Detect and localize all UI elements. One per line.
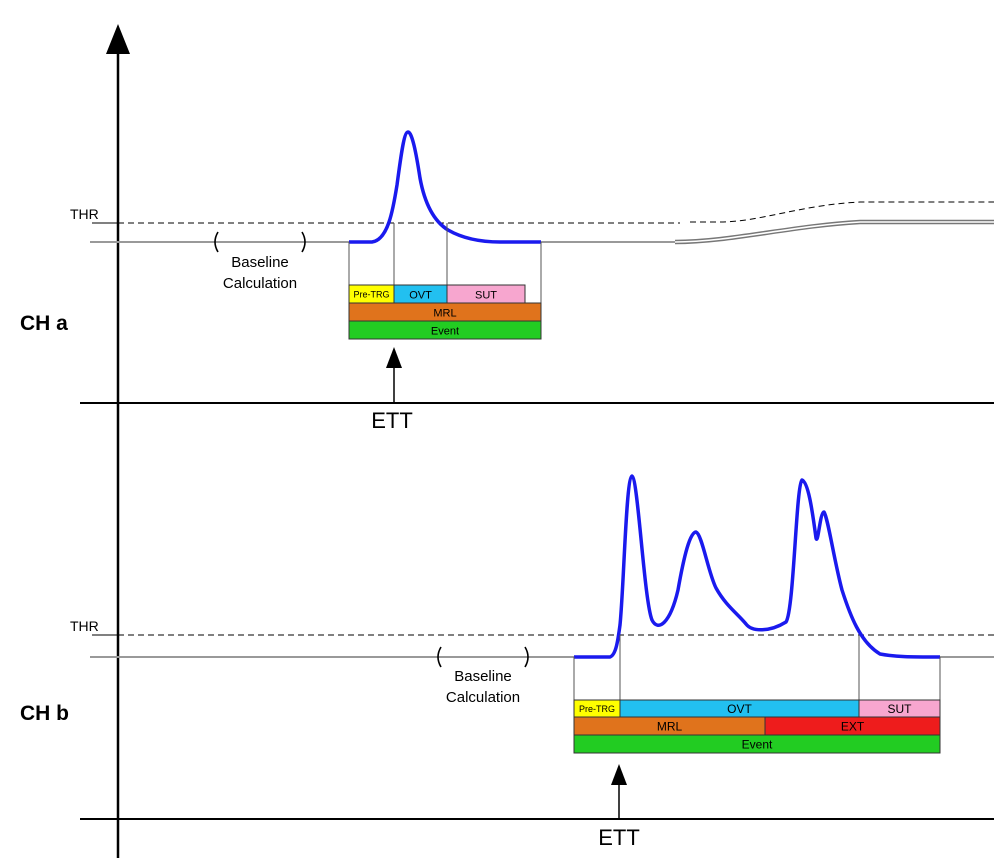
channel-a-baseline-drift-inner: [674, 221, 994, 243]
channel-b-baseline-bracket-close: [524, 646, 529, 668]
vertical-axis-arrowhead: [106, 24, 130, 54]
channel-a-threshold-label: THR: [70, 206, 99, 222]
channel-b-panel: CH b THR Baseline Calculation Pre-TRG OV…: [20, 474, 994, 850]
channel-a-ett-arrowhead: [386, 347, 402, 368]
channel-b-pre-trg-label: Pre-TRG: [579, 704, 615, 714]
channel-a-mrl-label: MRL: [433, 308, 456, 320]
channel-a-label: CH a: [20, 312, 68, 335]
channel-b-threshold-label: THR: [70, 618, 99, 634]
channel-a-baseline-bracket-open: [214, 231, 219, 253]
channel-a-signal-pulse: [349, 130, 541, 244]
channel-a-ovt-label: OVT: [409, 290, 432, 302]
channel-a-baseline-label-line2: Calculation: [223, 275, 297, 292]
channel-b-event-label: Event: [742, 738, 773, 752]
channel-a-pre-trg-label: Pre-TRG: [354, 290, 390, 300]
channel-b-ett-arrowhead: [611, 764, 627, 785]
channel-b-baseline-label-line2: Calculation: [446, 689, 520, 706]
channel-a-panel: CH a THR Baseline Calculation Pre-TRG OV…: [20, 130, 994, 433]
channel-b-ovt-label: OVT: [727, 702, 752, 716]
channel-b-label: CH b: [20, 702, 69, 725]
channel-b-sut-label: SUT: [888, 702, 913, 716]
channel-a-threshold-adaptive: [690, 201, 994, 223]
channel-b-baseline-bracket-open: [437, 646, 442, 668]
channel-b-signal-pulse: [574, 474, 941, 659]
channel-b-event-segment: [573, 734, 941, 754]
channel-b-ett-label: ETT: [598, 825, 640, 850]
channel-a-baseline-label-line1: Baseline: [231, 254, 289, 271]
channel-a-event-segment: [348, 320, 542, 340]
channel-b-baseline-label-line1: Baseline: [454, 668, 512, 685]
channel-a-sut-label: SUT: [475, 290, 497, 302]
channel-a-event-label: Event: [431, 326, 459, 338]
channel-a-ett-label: ETT: [371, 408, 413, 433]
channel-a-baseline-bracket-close: [301, 231, 306, 253]
channel-b-ext-label: EXT: [841, 720, 865, 734]
channel-b-mrl-label: MRL: [657, 720, 683, 734]
